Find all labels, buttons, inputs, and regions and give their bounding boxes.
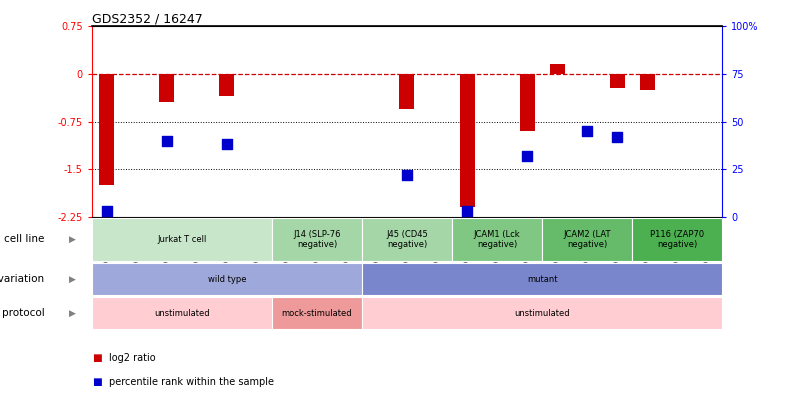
Text: ■: ■ [92, 377, 101, 386]
Text: mutant: mutant [527, 275, 557, 284]
Bar [92, 297, 272, 329]
Text: J45 (CD45
negative): J45 (CD45 negative) [386, 230, 428, 249]
Bar [362, 217, 452, 261]
Text: J14 (SLP-76
negative): J14 (SLP-76 negative) [293, 230, 341, 249]
Point [520, 153, 533, 159]
Bar [610, 74, 625, 88]
Text: ▶: ▶ [69, 275, 76, 284]
Text: GDS2352 / 16247: GDS2352 / 16247 [92, 12, 203, 25]
Text: cell line: cell line [4, 234, 45, 244]
Bar [632, 217, 722, 261]
Text: ■: ■ [92, 354, 101, 363]
Text: percentile rank within the sample: percentile rank within the sample [109, 377, 275, 386]
Text: wild type: wild type [207, 275, 246, 284]
Bar [272, 217, 362, 261]
Text: genotype/variation: genotype/variation [0, 274, 45, 284]
Text: unstimulated: unstimulated [154, 309, 210, 318]
Bar [362, 263, 722, 295]
Point [101, 208, 113, 214]
Text: protocol: protocol [2, 308, 45, 318]
Text: Jurkat T cell: Jurkat T cell [157, 235, 207, 244]
Point [610, 134, 623, 140]
Text: log2 ratio: log2 ratio [109, 354, 156, 363]
Point [581, 128, 594, 134]
Text: JCAM1 (Lck
negative): JCAM1 (Lck negative) [474, 230, 520, 249]
Text: ▶: ▶ [69, 235, 76, 244]
Bar [452, 217, 542, 261]
Point [401, 172, 413, 178]
Text: JCAM2 (LAT
negative): JCAM2 (LAT negative) [563, 230, 610, 249]
Bar [460, 74, 475, 207]
Point [220, 141, 233, 147]
Bar [519, 74, 535, 131]
Bar [99, 74, 114, 185]
Bar [542, 217, 632, 261]
Point [160, 137, 173, 144]
Text: mock-stimulated: mock-stimulated [282, 309, 352, 318]
Text: P116 (ZAP70
negative): P116 (ZAP70 negative) [650, 230, 704, 249]
Point [460, 208, 473, 214]
Bar [219, 74, 235, 96]
Bar [640, 74, 654, 90]
Bar [550, 64, 565, 74]
Bar [362, 297, 722, 329]
Bar [160, 74, 174, 102]
Bar [92, 217, 272, 261]
Bar [92, 263, 362, 295]
Bar [272, 297, 362, 329]
Bar [400, 74, 414, 109]
Text: ▶: ▶ [69, 309, 76, 318]
Text: unstimulated: unstimulated [514, 309, 570, 318]
